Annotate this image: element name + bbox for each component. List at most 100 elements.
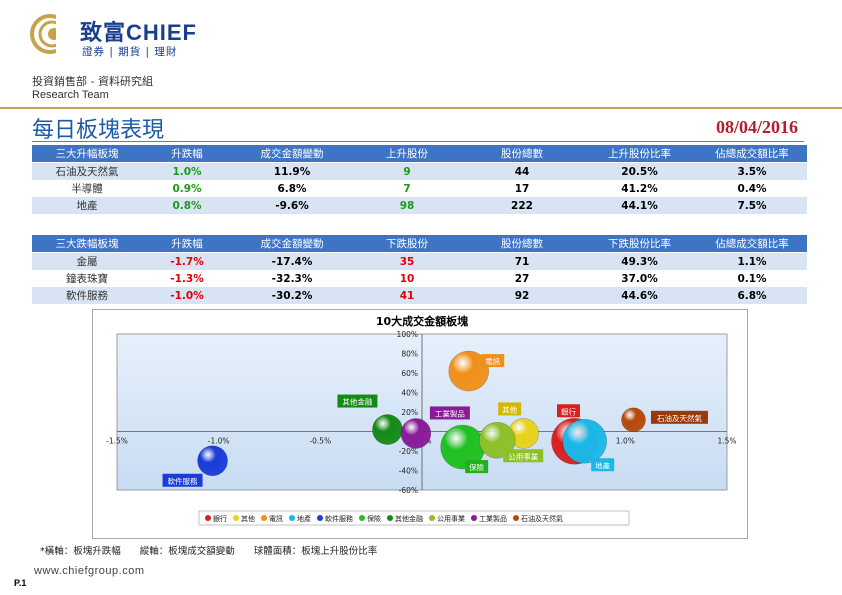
sector-name: 鐘表珠寶 [66,273,108,285]
bubble-label: 公用事業 [508,451,538,461]
header-divider [0,107,842,109]
brand-subtitle: 證券 | 期貨 | 理財 [82,46,178,58]
y-tick-label: 60% [401,369,418,378]
turnover-change: -30.2% [232,287,352,304]
column-header: 成交金額變動 [232,145,352,163]
legend-marker [289,515,295,521]
rising-count: 98 [352,197,462,214]
turnover-share: 0.4% [737,182,767,195]
legend-label: 其他金融 [395,514,423,523]
legend-label: 公用事業 [437,514,465,523]
bubble-2 [448,350,490,392]
turnover-change: -32.3% [271,272,313,285]
bubble-chart-frame: 10大成交金額板塊-1.5%-1.0%-0.5%0.0%0.5%1.0%1.5%… [92,309,748,539]
x-tick-label: -0.5% [309,437,331,446]
team-name: Research Team [32,89,109,101]
column-header: 三大升幅板塊 [32,145,142,163]
column-header: 升跌幅 [142,145,232,163]
column-header: 下跌股份 [352,235,462,253]
column-header: 佔總成交額比率 [697,235,807,253]
legend-box [198,510,630,526]
rising-sectors-table: 三大升幅板塊 升跌幅 成交金額變動 上升股份 股份總數 上升股份比率 佔總成交額… [32,145,807,214]
bubble-label: 石油及天然氣 [657,413,702,423]
column-header: 上升股份比率 [582,145,697,163]
change-pct: 0.8% [142,197,232,214]
legend-label: 電訊 [269,514,283,523]
total-count: 27 [514,272,530,285]
x-tick-label: 1.5% [717,437,736,446]
total-count: 92 [462,287,582,304]
bubble-label: 其他 [502,404,517,414]
table-row: 石油及天然氣 1.0% 11.9% 9 44 20.5% 3.5% [32,162,807,180]
legend-label: 銀行 [213,514,227,523]
x-tick-label: -1.5% [106,437,128,446]
chart-title: 10大成交金額板塊 [376,314,468,328]
bubble-label: 銀行 [561,406,576,416]
bubble-label-box [429,406,470,420]
falling-count: 35 [352,252,462,270]
total-count: 71 [462,252,582,270]
total-count: 44 [462,162,582,180]
bubble-label: 電訊 [485,356,500,366]
sector-name: 石油及天然氣 [32,162,142,180]
table-row: 地產 0.8% -9.6% 98 222 44.1% 7.5% [32,197,807,214]
legend-marker [233,515,239,521]
table-header-row: 三大跌幅板塊 升跌幅 成交金額變動 下跌股份 股份總數 下跌股份比率 佔總成交額… [32,235,807,253]
turnover-share: 1.1% [697,252,807,270]
turnover-share: 3.5% [697,162,807,180]
column-header: 下跌股份比率 [582,235,697,253]
y-tick-label: 80% [401,350,418,359]
y-tick-label: -40% [399,467,418,476]
turnover-share: 6.8% [697,287,807,304]
column-header: 股份總數 [462,145,582,163]
bubble-label: 保險 [469,462,484,472]
table-row: 金屬 -1.7% -17.4% 35 71 49.3% 1.1% [32,252,807,270]
website-link[interactable]: www.chiefgroup.com [34,565,145,577]
change-pct: 1.0% [142,162,232,180]
chart-footnote: *橫軸：板塊升跌幅 縱軸：板塊成交額變動 球體面積：板塊上升股份比率 [40,546,378,557]
bubble-label-box [465,460,489,474]
legend-marker [317,515,323,521]
rising-ratio: 20.5% [582,162,697,180]
falling-sectors-table: 三大跌幅板塊 升跌幅 成交金額變動 下跌股份 股份總數 下跌股份比率 佔總成交額… [32,235,807,304]
change-pct: -1.7% [142,252,232,270]
legend-label: 其他 [241,514,255,523]
legend-label: 石油及天然氣 [521,514,563,523]
legend-marker [387,515,393,521]
bubble-6 [372,414,403,445]
falling-ratio: 44.6% [582,287,697,304]
department: 投資銷售部 - 資料研究組 [32,75,153,88]
rising-count: 7 [403,182,411,195]
sector-name: 金屬 [32,252,142,270]
rising-ratio: 44.1% [582,197,697,214]
turnover-change: 6.8% [277,182,307,195]
legend-marker [205,515,211,521]
legend-label: 工業製品 [479,514,507,523]
sector-name: 半導體 [71,183,103,195]
y-tick-label: 100% [397,330,418,339]
column-header: 升跌幅 [142,235,232,253]
bubble-label-box [650,410,708,424]
falling-count: 41 [352,287,462,304]
y-tick-label: 40% [401,389,418,398]
bubble-label-box [162,473,203,487]
turnover-change: -17.4% [232,252,352,270]
legend-marker [261,515,267,521]
total-count: 17 [514,182,530,195]
y-tick-label: 20% [401,408,418,417]
column-header: 佔總成交額比率 [697,145,807,163]
column-header: 上升股份 [352,145,462,163]
bubble-chart: 10大成交金額板塊-1.5%-1.0%-0.5%0.0%0.5%1.0%1.5%… [106,314,737,526]
bubble-label-box [481,354,505,368]
bubble-label-box [498,402,522,416]
bubble-label-box [591,458,615,472]
rising-count: 9 [352,162,462,180]
x-tick-label: 1.0% [616,437,635,446]
bubble-9 [621,407,646,433]
turnover-share: 0.1% [737,272,767,285]
table-row: 半導體 0.9% 6.8% 7 17 41.2% 0.4% [32,180,807,197]
bubble-label: 其他金融 [342,397,372,407]
turnover-change: 11.9% [232,162,352,180]
change-pct: 0.9% [172,182,202,195]
report-date: 08/04/2016 [715,117,798,137]
